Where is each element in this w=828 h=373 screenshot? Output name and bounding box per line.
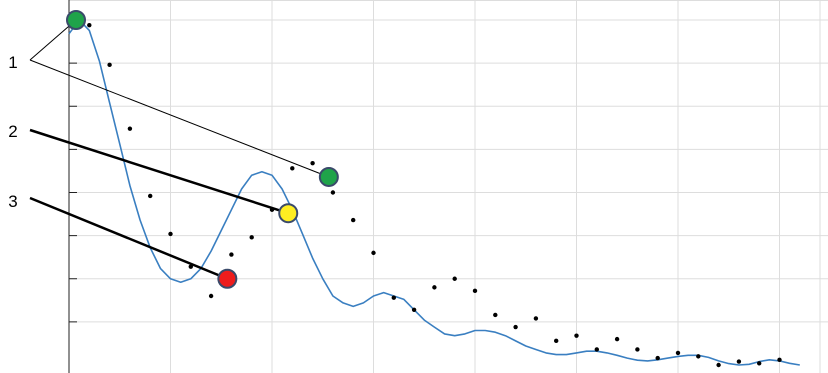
callout-leader-3-0 — [29, 196, 228, 280]
fit-curve — [68, 19, 800, 366]
sample-point — [736, 359, 742, 364]
sample-point — [513, 324, 518, 330]
sample-point — [229, 252, 234, 257]
sample-point — [614, 336, 620, 342]
sample-point — [168, 231, 173, 237]
sample-point — [635, 347, 640, 352]
callout-leader-1-0 — [29, 19, 77, 61]
sample-point — [574, 333, 579, 338]
axes — [68, 0, 77, 373]
sample-point — [290, 166, 295, 171]
sample-point — [351, 217, 356, 223]
sample-point — [411, 307, 417, 312]
highlight-marker-2 — [278, 203, 299, 224]
callout-label-2: 2 — [8, 122, 17, 141]
sample-point — [148, 193, 153, 199]
sample-point — [594, 347, 599, 352]
callout-label-3: 3 — [8, 192, 17, 211]
sample-point — [675, 350, 681, 356]
sample-point — [777, 357, 782, 363]
sample-point — [472, 288, 478, 294]
callout-leader-2-0 — [29, 128, 289, 215]
sample-point — [533, 316, 539, 321]
sample-point — [107, 62, 112, 68]
sample-point — [757, 361, 762, 366]
callout-leader-lines — [29, 19, 330, 280]
sample-point — [452, 276, 457, 281]
fit-curve-layer — [68, 19, 800, 366]
sample-point — [208, 293, 214, 299]
callout-leader-1-1 — [29, 59, 330, 178]
highlight-marker-0 — [66, 10, 86, 30]
sample-point — [127, 126, 133, 131]
grid-lines — [69, 0, 828, 373]
sample-point — [554, 338, 559, 344]
sample-point — [655, 355, 660, 361]
sample-point — [432, 285, 437, 290]
sample-point — [330, 190, 336, 195]
sample-point — [391, 295, 396, 300]
sample-point — [716, 362, 721, 368]
sample-point — [87, 22, 92, 28]
highlight-marker-3 — [318, 166, 339, 187]
sample-point — [310, 160, 315, 166]
callout-labels: 1 2 3 — [8, 53, 17, 211]
callout-label-1: 1 — [8, 53, 17, 72]
sample-point — [696, 354, 701, 359]
highlight-marker-1 — [217, 268, 238, 289]
highlight-markers-layer — [66, 10, 339, 289]
sample-point — [371, 250, 376, 256]
sample-point — [249, 235, 254, 240]
sample-point — [493, 312, 498, 318]
